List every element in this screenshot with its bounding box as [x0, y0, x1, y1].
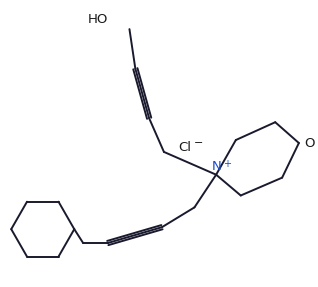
Text: O: O: [304, 137, 314, 150]
Text: −: −: [193, 138, 203, 148]
Text: Cl: Cl: [179, 141, 192, 154]
Text: N: N: [211, 160, 221, 173]
Text: +: +: [223, 159, 231, 169]
Text: HO: HO: [88, 13, 108, 26]
